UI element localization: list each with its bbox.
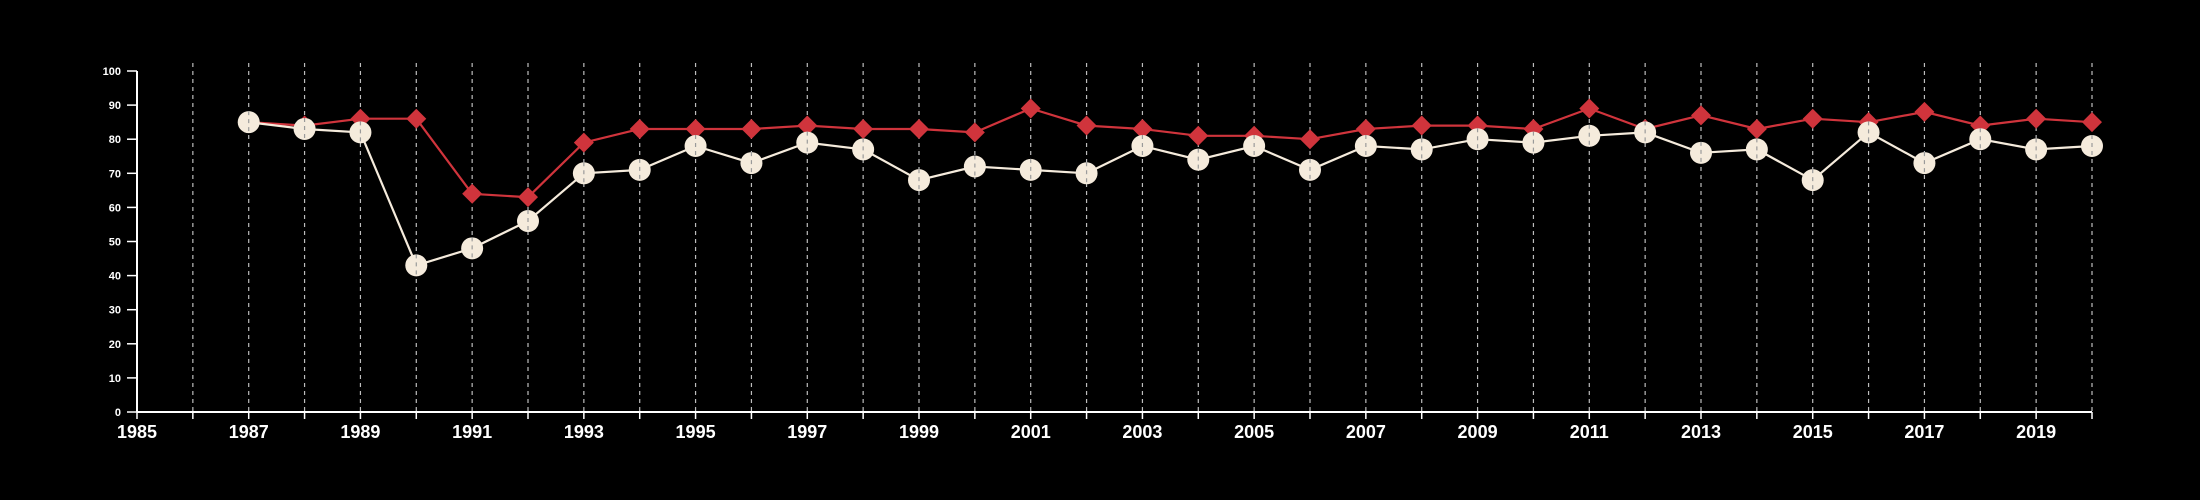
x-tick-label: 2009 [1458, 422, 1498, 442]
y-tick-label: 40 [109, 271, 121, 283]
data-point [964, 122, 985, 143]
data-point [1691, 105, 1711, 126]
data-point [518, 187, 538, 208]
data-point [853, 118, 874, 139]
y-tick-label: 50 [109, 237, 121, 249]
x-tick-label: 1999 [899, 422, 939, 442]
grid-overlay [248, 111, 2093, 277]
data-point [1802, 108, 1823, 129]
y-tick-label: 100 [103, 66, 121, 78]
data-point [1300, 129, 1320, 150]
data-point [2026, 108, 2047, 129]
y-tick-label: 0 [115, 407, 121, 419]
x-tick-label: 1989 [340, 422, 380, 442]
data-point [1579, 98, 1600, 119]
series-2 [237, 111, 2103, 277]
x-tick-label: 2005 [1234, 422, 1274, 442]
y-tick-label: 90 [109, 100, 121, 112]
x-tick-label: 2013 [1681, 422, 1721, 442]
data-point [1132, 118, 1153, 139]
y-tick-label: 10 [109, 373, 121, 385]
data-point [2082, 112, 2102, 133]
x-tick-label: 2011 [1570, 422, 1609, 442]
data-point [1076, 115, 1097, 136]
data-point [685, 118, 706, 139]
data-point [1188, 125, 1209, 146]
x-tick-label: 2015 [1793, 422, 1833, 442]
series-line [248, 121, 2093, 267]
x-tick-label: 1995 [676, 422, 716, 442]
data-point [629, 118, 650, 139]
data-point [1355, 118, 1376, 139]
data-point [1411, 115, 1432, 136]
x-tick-label: 1991 [452, 422, 492, 442]
series-line [248, 107, 2093, 199]
data-point [797, 115, 818, 136]
data-point [1914, 101, 1935, 122]
y-tick-label: 30 [109, 305, 121, 317]
data-point [1020, 98, 1041, 119]
x-tick-label: 2003 [1122, 422, 1162, 442]
data-point [1746, 118, 1767, 139]
x-tick-label: 2019 [2016, 422, 2056, 442]
y-tick-label: 70 [109, 168, 121, 180]
data-point [406, 108, 427, 129]
x-tick-label: 1987 [229, 422, 269, 442]
axes: 0 10 20 30 40 50 60 70 80 90 100 1985 1987 1989 1991 19… [103, 66, 2093, 442]
x-tick-label: 1993 [564, 422, 604, 442]
data-point [462, 183, 483, 204]
series-1 [238, 98, 2102, 208]
x-tick-label: 1985 [117, 422, 157, 442]
data-point [741, 118, 762, 139]
data-series [237, 98, 2103, 277]
data-point [350, 108, 371, 129]
x-tick-label: 1997 [787, 422, 827, 442]
x-tick-label: 2017 [1904, 422, 1944, 442]
y-tick-label: 60 [109, 202, 121, 214]
x-tick-label: 2001 [1011, 422, 1051, 442]
x-tick-label: 2007 [1346, 422, 1386, 442]
y-tick-label: 80 [109, 134, 121, 146]
y-tick-label: 20 [109, 339, 121, 351]
data-point [573, 132, 594, 153]
data-point [909, 118, 929, 139]
